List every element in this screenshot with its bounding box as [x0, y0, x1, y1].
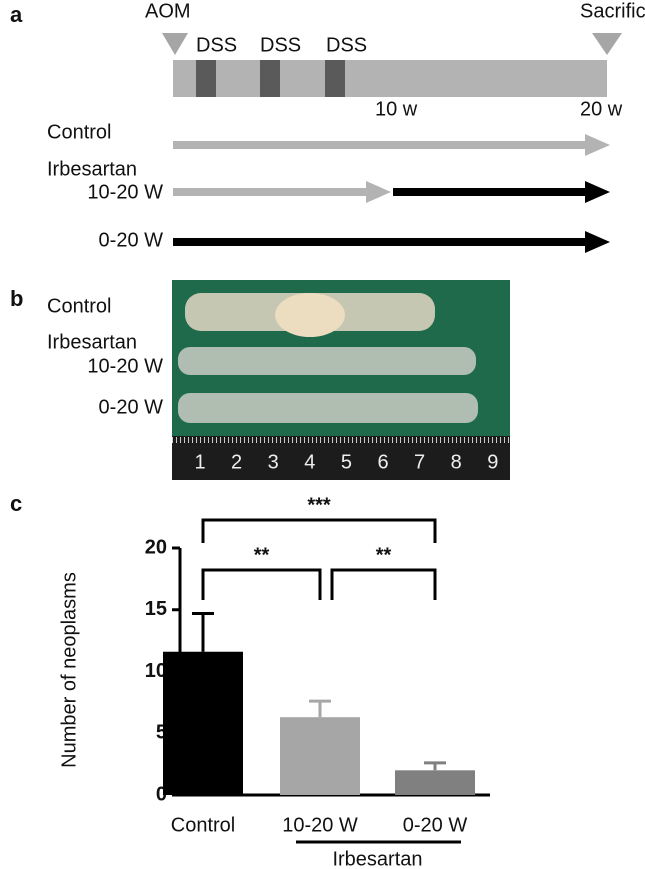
error-bar — [424, 761, 446, 771]
dss-block — [260, 60, 280, 97]
row-label: Irbesartan — [47, 331, 137, 353]
bar — [395, 770, 475, 795]
significance-label: ** — [376, 544, 392, 566]
panel-label: b — [10, 286, 23, 311]
bar — [163, 651, 243, 795]
bar — [280, 717, 360, 795]
plot: 0 5 10 15 20 Control 10-20 W 0-20 W Irbesartan **… — [145, 494, 490, 869]
tumor — [275, 293, 345, 337]
error-bar — [192, 611, 214, 652]
ruler-number: 8 — [451, 451, 462, 473]
group-label: 10-20 W — [87, 181, 163, 203]
y-tick-label: 15 — [145, 598, 167, 620]
start-marker — [162, 33, 188, 55]
ruler-number: 1 — [194, 451, 205, 473]
ruler-number: 6 — [377, 451, 388, 473]
y-tick-label: 0 — [156, 783, 167, 805]
ruler-number: 5 — [341, 451, 352, 473]
group-label: Control — [47, 121, 111, 143]
y-axis-title: Number of neoplasms — [58, 572, 80, 768]
dss-label: DSS — [196, 34, 237, 56]
row-label: 0-20 W — [99, 396, 164, 418]
dss-label: DSS — [326, 34, 367, 56]
x-tick-label: Control — [171, 814, 235, 836]
dss-block — [325, 60, 345, 97]
dss-block — [196, 60, 216, 97]
x-tick-label: 0-20 W — [403, 814, 468, 836]
arrow-head — [585, 134, 610, 156]
ruler-numbers: 1 2 3 4 5 6 7 8 9 — [194, 451, 498, 473]
y-tick-label: 10 — [145, 660, 167, 682]
y-tick-label: 5 — [156, 722, 167, 744]
timeline — [173, 60, 607, 97]
week-label: 20 w — [580, 98, 623, 120]
start-label: AOM — [145, 0, 191, 22]
significance-bracket — [201, 568, 322, 600]
panel-label: a — [10, 2, 23, 27]
ruler — [172, 436, 510, 480]
arrow-head — [585, 231, 610, 253]
group-label: 0-20 W — [99, 229, 164, 251]
ruler-number: 9 — [487, 451, 498, 473]
panel-label: c — [10, 491, 22, 516]
tissue — [178, 347, 476, 375]
significance-label: *** — [307, 494, 331, 516]
ruler-number: 3 — [268, 451, 279, 473]
group-label: Irbesartan — [332, 848, 422, 869]
arrow-head — [366, 181, 391, 203]
significance-bracket — [330, 568, 437, 600]
group-label: Irbesartan — [47, 158, 137, 180]
tissue — [178, 393, 478, 423]
row-label: 10-20 W — [87, 355, 163, 377]
dss-label: DSS — [260, 34, 301, 56]
end-label: Sacrifice — [580, 0, 645, 22]
error-bar — [309, 699, 331, 718]
ruler-number: 4 — [304, 451, 315, 473]
significance-bracket — [201, 518, 437, 543]
arrow-head — [585, 181, 610, 203]
ruler-number: 7 — [414, 451, 425, 473]
row-label: Control — [47, 295, 111, 317]
x-tick-label: 10-20 W — [282, 814, 358, 836]
significance-label: ** — [254, 544, 270, 566]
ruler-number: 2 — [231, 451, 242, 473]
week-label: 10 w — [375, 98, 418, 120]
end-marker — [592, 33, 622, 55]
y-tick-label: 20 — [145, 536, 167, 558]
